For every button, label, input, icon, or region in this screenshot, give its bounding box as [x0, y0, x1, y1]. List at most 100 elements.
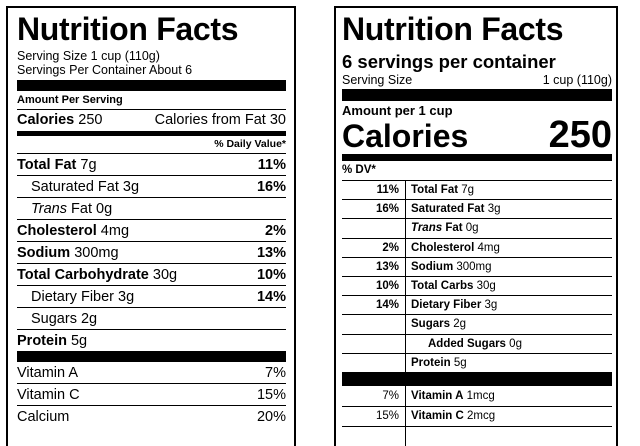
amount-per-cup: Amount per 1 cup	[342, 103, 453, 118]
nutrient-dv: 10%	[256, 267, 286, 283]
nutrient-amount: 3g	[118, 289, 135, 305]
nutrient-name: Sodium	[411, 260, 454, 273]
nutrient-row-trans-fat: Trans Fat 0g	[342, 218, 612, 238]
calories-row: Calories 250	[342, 114, 612, 156]
thick-divider	[17, 80, 286, 91]
nutrient-row-protein: Protein 5g	[17, 329, 286, 351]
nutrient-amount: 5g	[70, 333, 88, 349]
thick-divider	[342, 89, 612, 101]
nutrient-dv: 2%	[342, 238, 406, 257]
nutrient-dv: 13%	[256, 245, 286, 261]
vitamin-name: Vitamin A	[411, 389, 464, 402]
nutrient-dv: 14%	[256, 289, 286, 305]
nutrient-row-trans-fat: Trans Fat 0g	[17, 197, 286, 219]
nutrient-name: Saturated Fat	[411, 203, 485, 216]
nutrient-dv	[342, 353, 406, 372]
nutrient-row-total-carbohydrate: Total Carbohydrate 30g 10%	[17, 263, 286, 285]
vitamin-amount: 2mcg	[467, 409, 496, 422]
nutrient-row-total-carbs: 10% Total Carbs 30g	[342, 275, 612, 296]
nutrient-row-sugars: Sugars 2g	[342, 314, 612, 334]
nutrient-name: Cholesterol	[411, 241, 475, 254]
nutrient-row-total-fat: Total Fat 7g 11%	[17, 153, 286, 175]
nutrient-name: Cholesterol	[17, 223, 97, 239]
medium-divider	[342, 154, 612, 161]
nutrient-amount: 30g	[476, 279, 496, 292]
nutrient-amount: 3g	[487, 203, 501, 216]
nutrient-row-cholesterol: 2% Cholesterol 4mg	[342, 237, 612, 257]
nutrient-amount: 3g	[484, 299, 498, 312]
nutrient-dv	[342, 219, 406, 238]
servings-per-container: 6 servings per container	[342, 51, 556, 72]
nutrient-name: Sodium	[17, 245, 71, 261]
vitamin-dv: 20%	[256, 409, 286, 425]
nutrient-amount: 7g	[80, 157, 97, 173]
nutrient-name: Total Carbs	[411, 279, 474, 292]
nutrient-row-sugars: Sugars 2g	[17, 307, 286, 329]
nutrient-dv	[342, 315, 406, 334]
nutrient-name: Total Fat	[17, 157, 77, 173]
nutrient-amount: 7g	[461, 184, 475, 196]
nutrient-amount: 4mg	[100, 223, 130, 239]
nutrient-name: Dietary Fiber	[31, 289, 114, 305]
vitamin-dv: 7%	[342, 385, 406, 406]
nutrient-amount: 300mg	[74, 245, 119, 261]
nutrient-name: Saturated Fat	[31, 179, 119, 195]
calories-value: 250	[548, 114, 612, 156]
vitamin-name: Vitamin C	[411, 409, 464, 422]
nutrient-amount: 0g	[96, 201, 113, 217]
daily-value-header: % Daily Value*	[214, 138, 286, 150]
nutrient-dv: 11%	[257, 157, 286, 173]
label-title: Nutrition Facts	[17, 11, 239, 47]
nutrient-name: Sugars	[31, 311, 77, 327]
calories-value: 250	[78, 112, 103, 128]
nutrition-label-proposed: Nutrition Facts 6 servings per container…	[334, 6, 618, 446]
nutrient-name: Dietary Fiber	[411, 299, 482, 312]
vitamin-row-c: 15% Vitamin C 2mcg	[342, 405, 612, 426]
vitamin-name: Calcium	[17, 409, 70, 425]
nutrient-row-saturated-fat: Saturated Fat 3g 16%	[17, 175, 286, 197]
nutrient-name: Total Fat	[411, 184, 459, 196]
serving-size-value: 1 cup (110g)	[542, 73, 612, 87]
nutrient-amount: 0g	[465, 222, 479, 235]
vitamin-dv: 15%	[256, 387, 286, 403]
nutrient-dv: 14%	[342, 296, 406, 315]
serving-size: Serving Size 1 cup (110g)	[17, 49, 160, 63]
nutrient-row-saturated-fat: 16% Saturated Fat 3g	[342, 199, 612, 219]
nutrient-name: Fat	[445, 222, 463, 235]
calories-label: Calories	[342, 118, 469, 154]
vitamin-dv: 7%	[265, 365, 286, 381]
serving-size-row: Serving Size 1 cup (110g)	[342, 73, 612, 88]
serving-size-label: Serving Size	[342, 73, 413, 87]
nutrient-dv: 13%	[342, 257, 406, 276]
nutrient-name: Fat	[71, 201, 92, 217]
vitamin-name: Vitamin C	[17, 387, 80, 403]
vitamin-row-a: 7% Vitamin A 1mcg	[342, 385, 612, 406]
nutrient-dv: 16%	[342, 200, 406, 219]
servings-per-container: Servings Per Container About 6	[17, 63, 193, 77]
nutrient-name-italic: Trans	[411, 222, 443, 235]
nutrient-row-added-sugars: Added Sugars 0g	[342, 333, 612, 353]
nutrient-row-total-fat: 11% Total Fat 7g	[342, 180, 612, 200]
nutrient-dv	[342, 334, 406, 353]
nutrient-dv: 16%	[256, 179, 286, 195]
nutrient-amount: 4mg	[477, 241, 500, 254]
nutrient-name: Total Carbohydrate	[17, 267, 149, 283]
nutrient-row-dietary-fiber: 14% Dietary Fiber 3g	[342, 295, 612, 315]
nutrient-amount: 3g	[122, 179, 140, 195]
vitamin-row-calcium: Calcium 20%	[17, 405, 286, 427]
amount-per-serving: Amount Per Serving	[17, 94, 123, 106]
nutrient-row-sodium: 13% Sodium 300mg	[342, 256, 612, 276]
dv-header: % DV*	[342, 164, 376, 176]
nutrient-dv: 11%	[342, 181, 406, 200]
vitamin-name: Vitamin A	[17, 365, 78, 381]
nutrient-name: Protein	[411, 356, 451, 369]
label-title: Nutrition Facts	[342, 11, 564, 47]
nutrient-amount: 300mg	[456, 260, 492, 273]
nutrient-name: Protein	[17, 333, 67, 349]
nutrient-row-cholesterol: Cholesterol 4mg 2%	[17, 219, 286, 241]
nutrient-amount: 30g	[152, 267, 178, 283]
nutrient-amount: 2g	[453, 318, 466, 331]
thick-divider	[17, 351, 286, 362]
nutrient-row-sodium: Sodium 300mg 13%	[17, 241, 286, 263]
nutrient-dv: 10%	[342, 276, 406, 296]
